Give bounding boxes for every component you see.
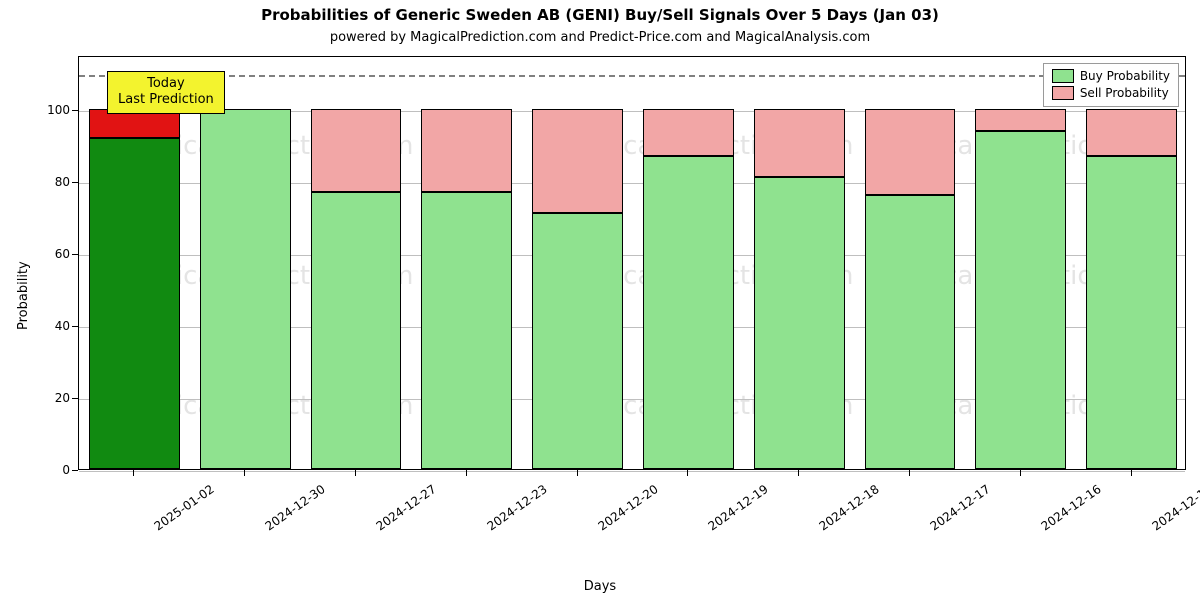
- sell-bar: [532, 109, 623, 213]
- y-tick-mark: [72, 110, 78, 111]
- chart-title: Probabilities of Generic Sweden AB (GENI…: [0, 6, 1200, 24]
- y-tick-mark: [72, 182, 78, 183]
- bar-group: [200, 57, 291, 469]
- bar-group: [643, 57, 734, 469]
- x-tick-mark: [577, 470, 578, 476]
- legend-swatch: [1052, 86, 1074, 100]
- sell-bar: [311, 109, 402, 192]
- x-tick-label: 2024-12-27: [374, 482, 439, 533]
- legend-label: Sell Probability: [1080, 85, 1169, 102]
- sell-bar: [421, 109, 512, 192]
- x-axis-label: Days: [0, 579, 1200, 594]
- buy-bar: [421, 192, 512, 469]
- buy-bar: [643, 156, 734, 469]
- sell-bar: [643, 109, 734, 156]
- today-line2: Last Prediction: [118, 92, 214, 108]
- y-tick-label: 100: [36, 103, 70, 117]
- chart-subtitle: powered by MagicalPrediction.com and Pre…: [0, 30, 1200, 45]
- y-tick-label: 0: [36, 463, 70, 477]
- legend-item: Buy Probability: [1052, 68, 1170, 85]
- bar-group: [975, 57, 1066, 469]
- x-tick-label: 2024-12-16: [1038, 482, 1103, 533]
- legend: Buy ProbabilitySell Probability: [1043, 63, 1179, 107]
- buy-bar: [89, 138, 180, 469]
- legend-label: Buy Probability: [1080, 68, 1170, 85]
- x-tick-mark: [133, 470, 134, 476]
- legend-item: Sell Probability: [1052, 85, 1170, 102]
- x-tick-mark: [909, 470, 910, 476]
- today-line1: Today: [118, 76, 214, 92]
- x-tick-label: 2025-01-02: [152, 482, 217, 533]
- bars-layer: [79, 57, 1185, 469]
- buy-bar: [975, 131, 1066, 469]
- bar-group: [89, 57, 180, 469]
- x-tick-label: 2024-12-30: [263, 482, 328, 533]
- x-tick-mark: [466, 470, 467, 476]
- legend-swatch: [1052, 69, 1074, 83]
- bar-group: [532, 57, 623, 469]
- buy-bar: [865, 195, 956, 469]
- buy-bar: [754, 177, 845, 469]
- bar-group: [754, 57, 845, 469]
- y-tick-mark: [72, 326, 78, 327]
- sell-bar: [975, 109, 1066, 131]
- x-tick-label: 2024-12-17: [928, 482, 993, 533]
- sell-bar: [865, 109, 956, 195]
- y-tick-label: 40: [36, 319, 70, 333]
- y-axis-label: Probability: [16, 261, 31, 330]
- y-tick-label: 20: [36, 391, 70, 405]
- bar-group: [421, 57, 512, 469]
- probability-chart: Probabilities of Generic Sweden AB (GENI…: [0, 0, 1200, 600]
- y-tick-mark: [72, 470, 78, 471]
- x-tick-label: 2024-12-23: [484, 482, 549, 533]
- x-tick-mark: [1020, 470, 1021, 476]
- bar-group: [865, 57, 956, 469]
- x-tick-mark: [1131, 470, 1132, 476]
- x-tick-mark: [355, 470, 356, 476]
- buy-bar: [1086, 156, 1177, 469]
- x-tick-label: 2024-12-19: [706, 482, 771, 533]
- sell-bar: [754, 109, 845, 177]
- bar-group: [1086, 57, 1177, 469]
- bar-group: [311, 57, 402, 469]
- buy-bar: [200, 109, 291, 469]
- y-tick-label: 60: [36, 247, 70, 261]
- x-tick-label: 2024-12-20: [595, 482, 660, 533]
- y-tick-label: 80: [36, 175, 70, 189]
- x-tick-mark: [687, 470, 688, 476]
- plot-area: MagicalPrediction.comMagicalPrediction.c…: [78, 56, 1186, 470]
- x-tick-mark: [244, 470, 245, 476]
- buy-bar: [311, 192, 402, 469]
- y-tick-mark: [72, 398, 78, 399]
- x-tick-label: 2024-12-13: [1149, 482, 1200, 533]
- buy-bar: [532, 213, 623, 469]
- today-annotation: Today Last Prediction: [107, 71, 225, 114]
- sell-bar: [1086, 109, 1177, 156]
- x-tick-label: 2024-12-18: [817, 482, 882, 533]
- y-tick-mark: [72, 254, 78, 255]
- x-tick-mark: [798, 470, 799, 476]
